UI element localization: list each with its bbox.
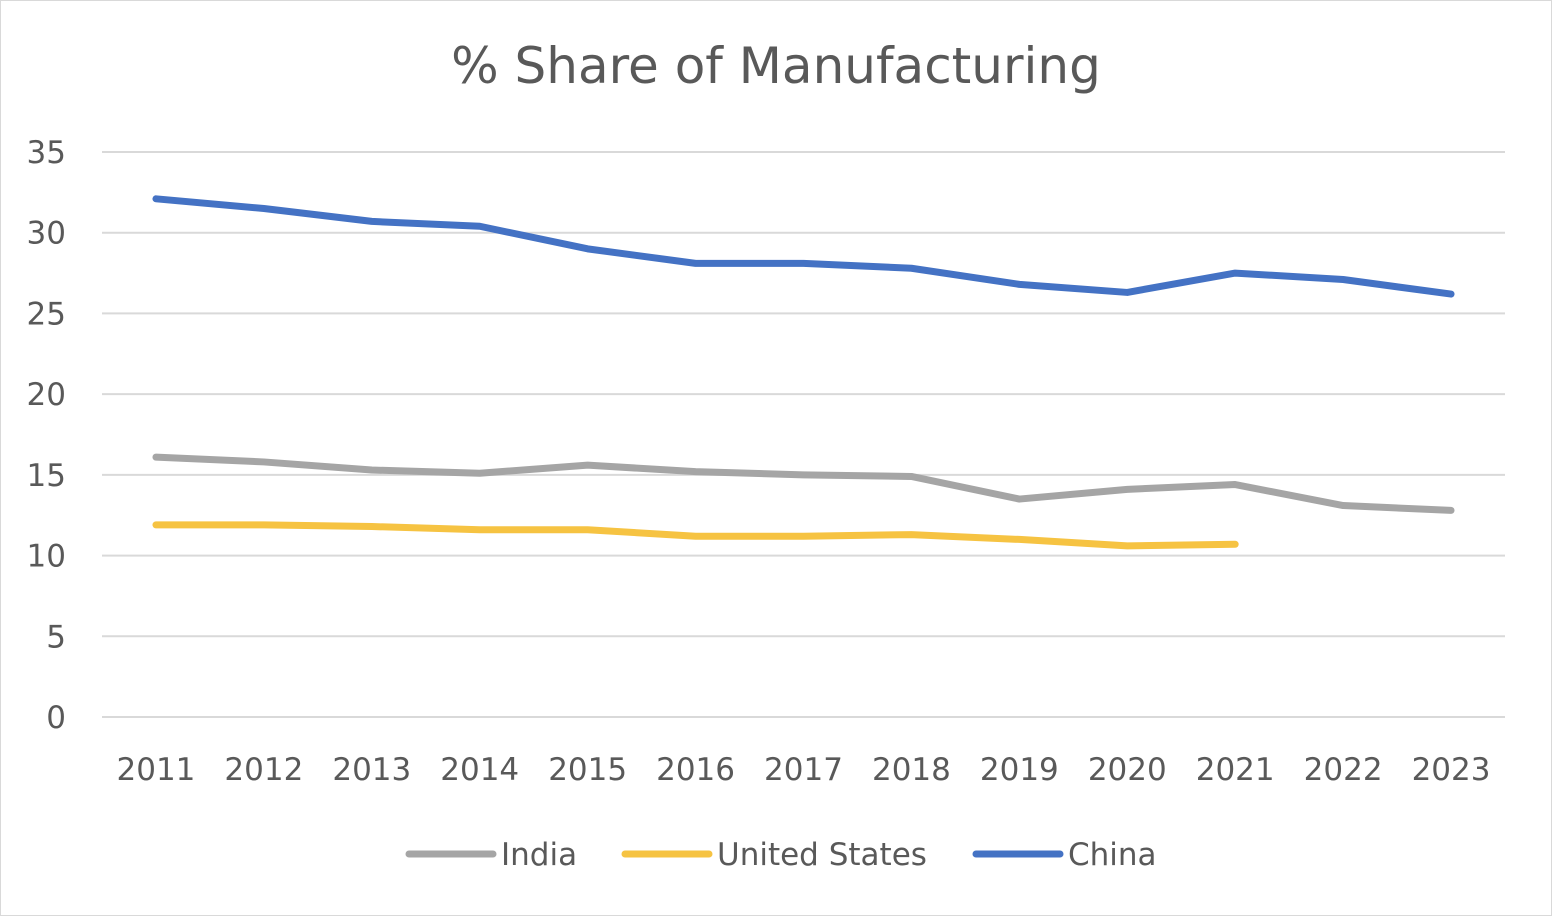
y-tick-label: 30 <box>27 216 66 252</box>
x-tick-label: 2017 <box>764 752 843 788</box>
x-tick-label: 2021 <box>1196 752 1275 788</box>
x-tick-label: 2019 <box>980 752 1059 788</box>
x-tick-label: 2015 <box>548 752 627 788</box>
y-tick-label: 10 <box>27 539 66 575</box>
series-line-india <box>152 453 1455 514</box>
y-axis-ticks: 0 5 10 15 20 25 30 35 <box>27 135 66 736</box>
x-tick-label: 2020 <box>1088 752 1167 788</box>
grid-lines <box>102 151 1505 718</box>
series-line-united-states <box>152 521 1239 550</box>
series-lines <box>152 195 1455 550</box>
x-tick-label: 2012 <box>224 752 303 788</box>
y-tick-label: 5 <box>46 619 66 655</box>
y-tick-label: 20 <box>27 377 66 413</box>
x-tick-label: 2022 <box>1304 752 1383 788</box>
y-tick-label: 35 <box>27 135 66 171</box>
x-tick-label: 2013 <box>332 752 411 788</box>
x-tick-label: 2023 <box>1412 752 1491 788</box>
x-axis-ticks: 2011 2012 2013 2014 2015 2016 2017 2018 2019 2020… <box>117 752 1491 788</box>
x-tick-label: 2018 <box>872 752 951 788</box>
legend: India United States China <box>405 837 1157 873</box>
y-tick-label: 0 <box>46 700 66 736</box>
x-tick-label: 2016 <box>656 752 735 788</box>
y-tick-label: 15 <box>27 458 66 494</box>
series-line-china <box>152 195 1455 298</box>
y-tick-label: 25 <box>27 296 66 332</box>
legend-label: China <box>1068 837 1157 873</box>
x-tick-label: 2014 <box>440 752 519 788</box>
x-tick-label: 2011 <box>117 752 196 788</box>
legend-label: United States <box>717 837 927 873</box>
legend-label: India <box>501 837 577 873</box>
chart-title: % Share of Manufacturing <box>451 37 1101 95</box>
